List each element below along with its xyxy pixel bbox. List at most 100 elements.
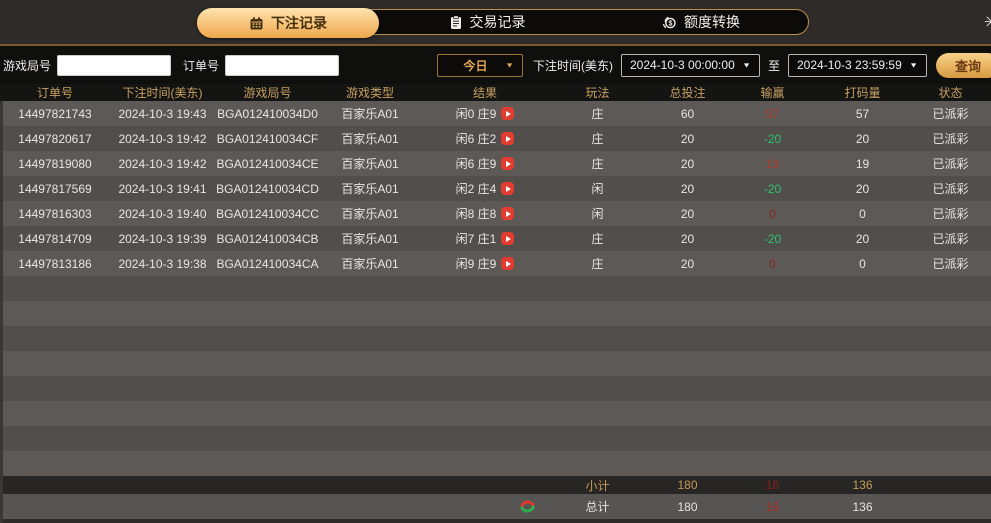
cell-time: 2024-10-3 19:42 <box>118 131 207 146</box>
col-play: 玩法 <box>585 86 610 100</box>
play-icon[interactable] <box>501 157 515 170</box>
cell-bet: 20 <box>680 131 695 146</box>
table-row[interactable]: 14497819080 2024-10-3 19:42 BGA012410034… <box>0 151 991 176</box>
col-order: 订单号 <box>36 86 73 100</box>
result-text: 闲9 庄9 <box>455 257 497 271</box>
cell-time: 2024-10-3 19:38 <box>118 256 207 271</box>
order-number-input[interactable] <box>225 54 340 76</box>
chevron-down-icon: ▼ <box>742 61 751 69</box>
cell-result: 闲9 庄9 <box>420 255 550 272</box>
col-time: 下注时间(美东) <box>122 86 203 100</box>
tab-label: 交易记录 <box>469 14 526 30</box>
end-time-select[interactable]: 2024-10-3 23:59:59 ▼ <box>788 53 927 77</box>
cell-result: 闲6 庄2 <box>420 130 550 147</box>
svg-text:$: $ <box>668 20 672 27</box>
total-turnover: 136 <box>852 499 873 514</box>
cell-status: 已派彩 <box>932 107 969 121</box>
cell-order: 14497813186 <box>18 256 92 271</box>
cell-bet: 20 <box>680 206 695 221</box>
tab-label: 额度转换 <box>684 14 740 30</box>
tab-label: 下注记录 <box>271 15 327 31</box>
cell-turnover: 0 <box>859 256 866 271</box>
cell-time: 2024-10-3 19:40 <box>118 206 207 221</box>
result-text: 闲0 庄9 <box>455 107 497 121</box>
tab-quota-transfer[interactable]: $ 额度转换 <box>594 10 808 34</box>
top-bar: 下注记录 交易记录 $ <box>0 0 991 46</box>
sync-icon[interactable] <box>519 499 536 514</box>
play-icon[interactable] <box>501 132 515 145</box>
subtotal-win: 16 <box>765 478 780 492</box>
col-type: 游戏类型 <box>345 86 394 100</box>
cell-play: 庄 <box>591 132 604 146</box>
cell-play: 庄 <box>591 232 604 246</box>
cell-result: 闲2 庄4 <box>420 180 550 197</box>
play-icon[interactable] <box>501 182 515 195</box>
cell-order: 14497817569 <box>18 181 92 196</box>
tab-bet-records[interactable]: 下注记录 <box>197 8 379 38</box>
cell-bet: 20 <box>680 256 695 271</box>
table-row[interactable]: 14497821743 2024-10-3 19:43 BGA012410034… <box>0 101 991 126</box>
result-text: 闲2 庄4 <box>455 182 497 196</box>
table-row[interactable]: 14497816303 2024-10-3 19:40 BGA012410034… <box>0 201 991 226</box>
chevron-down-icon: ▼ <box>909 61 918 69</box>
play-icon[interactable] <box>501 107 515 120</box>
cell-status: 已派彩 <box>932 232 969 246</box>
cell-round: BGA012410034CE <box>216 156 319 171</box>
cell-turnover: 20 <box>855 181 870 196</box>
play-icon[interactable] <box>501 232 515 245</box>
game-round-label: 游戏局号 <box>3 58 52 73</box>
col-turnover: 打码量 <box>844 86 881 100</box>
start-time-select[interactable]: 2024-10-3 00:00:00 ▼ <box>620 53 760 77</box>
cell-order: 14497816303 <box>18 206 92 221</box>
total-row: 总计 180 16 136 <box>0 494 991 519</box>
cell-result: 闲7 庄1 <box>420 230 550 247</box>
cell-win: 57 <box>765 106 780 121</box>
query-button[interactable]: 查询 <box>936 52 991 78</box>
result-text: 闲7 庄1 <box>455 232 497 246</box>
col-win: 输赢 <box>760 86 785 100</box>
cell-type: 百家乐A01 <box>341 157 399 171</box>
cell-status: 已派彩 <box>932 257 969 271</box>
subtotal-row: 小计 180 16 136 <box>0 476 991 494</box>
empty-row <box>0 351 991 376</box>
cell-play: 庄 <box>591 107 604 121</box>
tab-group: 下注记录 交易记录 $ <box>197 8 809 38</box>
table-row[interactable]: 14497817569 2024-10-3 19:41 BGA012410034… <box>0 176 991 201</box>
cell-order: 14497821743 <box>18 106 92 121</box>
clipboard-icon <box>449 14 463 30</box>
result-text: 闲8 庄8 <box>455 207 497 221</box>
cell-order: 14497819080 <box>18 156 92 171</box>
corner-glyph-icon[interactable]: ✳ <box>984 12 991 33</box>
cell-play: 闲 <box>591 182 604 196</box>
table-header: 订单号 下注时间(美东) 游戏局号 游戏类型 结果 玩法 总投注 输赢 打码量 … <box>0 84 991 101</box>
col-result: 结果 <box>472 86 497 100</box>
cell-type: 百家乐A01 <box>341 232 399 246</box>
quick-range-select[interactable]: 今日 ▼ <box>436 53 523 77</box>
subtotal-bet: 180 <box>677 478 698 492</box>
play-icon[interactable] <box>501 257 515 270</box>
subtotal-turnover: 136 <box>852 478 873 492</box>
cell-order: 14497814709 <box>18 231 92 246</box>
bottom-strip <box>0 519 991 523</box>
cell-win: -20 <box>763 181 782 196</box>
tab-transaction-records[interactable]: 交易记录 <box>380 10 594 34</box>
start-time-value: 2024-10-3 00:00:00 <box>629 58 735 72</box>
play-icon[interactable] <box>501 207 515 220</box>
to-label: 至 <box>767 58 780 73</box>
table-row[interactable]: 14497813186 2024-10-3 19:38 BGA012410034… <box>0 251 991 276</box>
cell-status: 已派彩 <box>932 157 969 171</box>
cell-turnover: 57 <box>855 106 870 121</box>
empty-row <box>0 301 991 326</box>
total-bet: 180 <box>677 499 698 514</box>
left-edge-strip <box>0 101 3 523</box>
empty-row <box>0 451 991 476</box>
cell-win: 0 <box>769 256 776 271</box>
table-row[interactable]: 14497820617 2024-10-3 19:42 BGA012410034… <box>0 126 991 151</box>
empty-row <box>0 326 991 351</box>
cell-type: 百家乐A01 <box>341 207 399 221</box>
cell-type: 百家乐A01 <box>341 107 399 121</box>
filter-bar: 游戏局号 订单号 今日 ▼ 下注时间(美东) 2024-10-3 00:00:0… <box>0 46 991 84</box>
table-row[interactable]: 14497814709 2024-10-3 19:39 BGA012410034… <box>0 226 991 251</box>
game-round-input[interactable] <box>57 54 172 76</box>
col-bet: 总投注 <box>669 86 706 100</box>
